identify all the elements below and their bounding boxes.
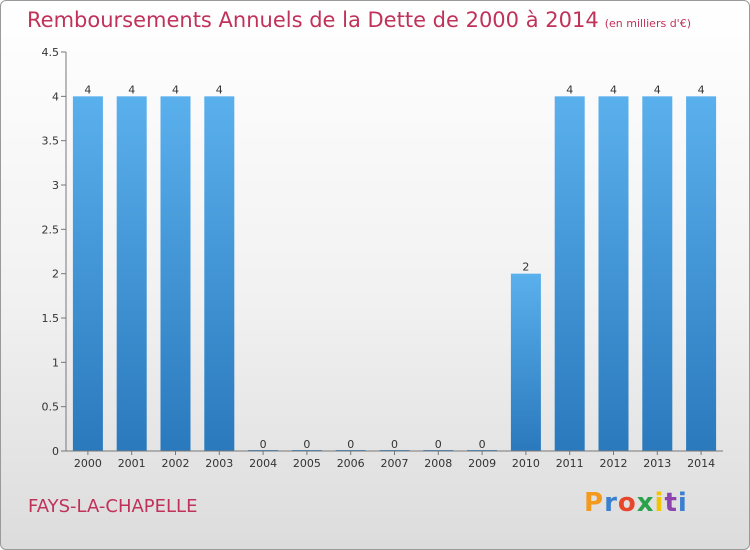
chart-title-text: Remboursements Annuels de la Dette de 20… bbox=[27, 8, 599, 32]
x-tick-label: 2008 bbox=[424, 457, 452, 470]
x-tick-label: 2010 bbox=[512, 457, 540, 470]
chart-title: Remboursements Annuels de la Dette de 20… bbox=[27, 8, 691, 32]
chart-units: (en milliers d'€) bbox=[604, 17, 691, 30]
brand-letter: P bbox=[584, 488, 605, 518]
y-tick-label: 1 bbox=[52, 356, 59, 369]
x-tick-label: 2009 bbox=[468, 457, 496, 470]
x-tick-label: 2013 bbox=[643, 457, 671, 470]
brand-letter: o bbox=[617, 488, 637, 518]
bar-2012[interactable] bbox=[598, 96, 629, 451]
bar-value-label: 4 bbox=[654, 83, 661, 96]
x-tick-label: 2011 bbox=[556, 457, 584, 470]
bar-value-label: 0 bbox=[435, 438, 442, 451]
bar-value-label: 4 bbox=[698, 83, 705, 96]
y-tick-label: 2 bbox=[52, 268, 59, 281]
brand-letter: t bbox=[664, 488, 678, 518]
y-tick-label: 4.5 bbox=[42, 46, 60, 59]
bar-value-label: 4 bbox=[172, 83, 179, 96]
x-tick-label: 2000 bbox=[74, 457, 102, 470]
bar-2000[interactable] bbox=[72, 96, 103, 451]
x-tick-label: 2003 bbox=[205, 457, 233, 470]
x-tick-label: 2004 bbox=[249, 457, 277, 470]
proxiti-logo[interactable]: Proxiti bbox=[584, 488, 688, 518]
x-tick-label: 2007 bbox=[381, 457, 409, 470]
x-tick-label: 2012 bbox=[600, 457, 628, 470]
brand-letter: r bbox=[604, 488, 618, 518]
x-tick-label: 2001 bbox=[118, 457, 146, 470]
y-tick-label: 0.5 bbox=[42, 401, 60, 414]
bar-value-label: 4 bbox=[84, 83, 91, 96]
bar-value-label: 4 bbox=[566, 83, 573, 96]
bar-2003[interactable] bbox=[204, 96, 235, 451]
bar-value-label: 0 bbox=[303, 438, 310, 451]
y-tick-label: 3 bbox=[52, 179, 59, 192]
bar-2001[interactable] bbox=[116, 96, 147, 451]
bar-2011[interactable] bbox=[554, 96, 585, 451]
y-tick-label: 0 bbox=[52, 445, 59, 458]
x-tick-label: 2006 bbox=[337, 457, 365, 470]
y-tick-label: 2.5 bbox=[42, 223, 60, 236]
commune-name: FAYS-LA-CHAPELLE bbox=[28, 496, 198, 517]
bar-2013[interactable] bbox=[642, 96, 673, 451]
bar-value-label: 4 bbox=[610, 83, 617, 96]
brand-letter: i bbox=[654, 488, 665, 518]
bar-2014[interactable] bbox=[686, 96, 717, 451]
bar-value-label: 2 bbox=[522, 261, 529, 274]
bar-value-label: 4 bbox=[128, 83, 135, 96]
y-tick-label: 3.5 bbox=[42, 135, 60, 148]
bar-2010[interactable] bbox=[510, 273, 541, 451]
brand-letter: x bbox=[636, 488, 655, 518]
x-tick-label: 2014 bbox=[687, 457, 715, 470]
y-tick-label: 1.5 bbox=[42, 312, 60, 325]
bar-value-label: 0 bbox=[260, 438, 267, 451]
brand-letter: i bbox=[677, 488, 688, 518]
x-tick-label: 2005 bbox=[293, 457, 321, 470]
bar-value-label: 0 bbox=[391, 438, 398, 451]
y-tick-label: 4 bbox=[52, 90, 59, 103]
bar-2002[interactable] bbox=[160, 96, 191, 451]
bar-value-label: 4 bbox=[216, 83, 223, 96]
bar-value-label: 0 bbox=[479, 438, 486, 451]
x-tick-label: 2002 bbox=[162, 457, 190, 470]
bar-value-label: 0 bbox=[347, 438, 354, 451]
